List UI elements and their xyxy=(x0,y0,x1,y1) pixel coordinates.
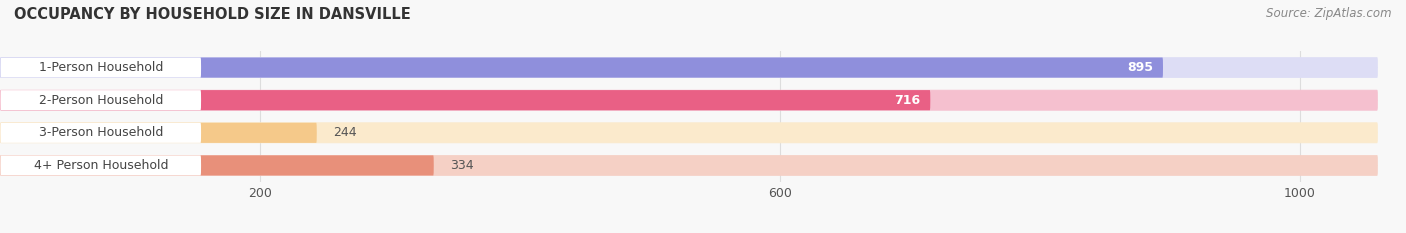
FancyBboxPatch shape xyxy=(0,123,201,143)
Text: Source: ZipAtlas.com: Source: ZipAtlas.com xyxy=(1267,7,1392,20)
Text: 1-Person Household: 1-Person Household xyxy=(39,61,163,74)
Text: 716: 716 xyxy=(894,94,921,107)
FancyBboxPatch shape xyxy=(0,90,201,110)
Text: 895: 895 xyxy=(1128,61,1153,74)
FancyBboxPatch shape xyxy=(0,123,316,143)
FancyBboxPatch shape xyxy=(0,155,201,175)
FancyBboxPatch shape xyxy=(0,58,1378,78)
FancyBboxPatch shape xyxy=(0,155,1378,175)
Text: 2-Person Household: 2-Person Household xyxy=(39,94,163,107)
Text: 244: 244 xyxy=(333,126,356,139)
FancyBboxPatch shape xyxy=(0,58,1163,78)
FancyBboxPatch shape xyxy=(0,123,1378,143)
Text: 3-Person Household: 3-Person Household xyxy=(39,126,163,139)
Text: 334: 334 xyxy=(450,159,474,172)
FancyBboxPatch shape xyxy=(0,58,201,78)
FancyBboxPatch shape xyxy=(0,90,931,110)
FancyBboxPatch shape xyxy=(0,155,434,175)
Text: OCCUPANCY BY HOUSEHOLD SIZE IN DANSVILLE: OCCUPANCY BY HOUSEHOLD SIZE IN DANSVILLE xyxy=(14,7,411,22)
FancyBboxPatch shape xyxy=(0,90,1378,110)
Text: 4+ Person Household: 4+ Person Household xyxy=(34,159,169,172)
